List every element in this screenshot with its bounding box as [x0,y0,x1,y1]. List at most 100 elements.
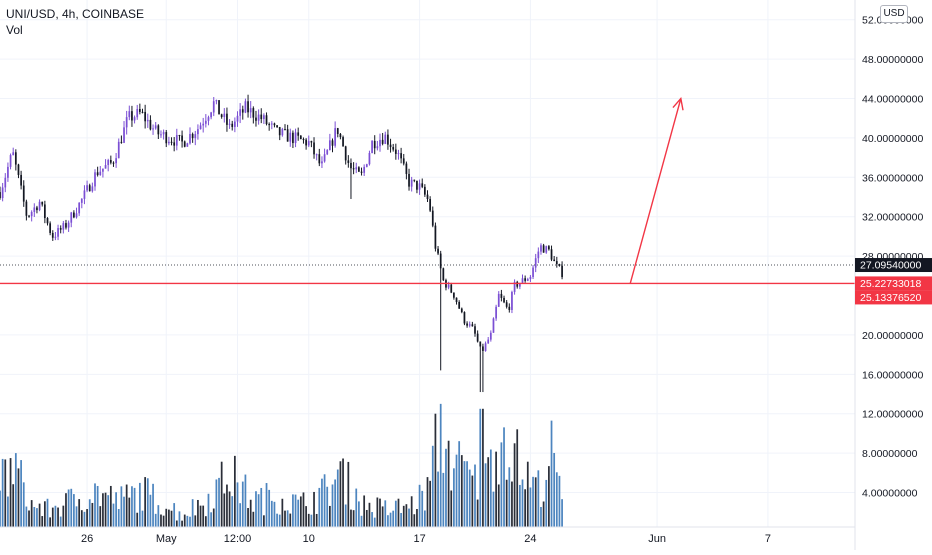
candle-body [344,146,347,161]
candle-body [434,225,437,249]
volume-bar [202,505,205,527]
candle-body [178,135,181,137]
candle-body [80,198,83,203]
candle-body [263,115,265,120]
candle-body [38,201,41,211]
candle-body [173,142,176,146]
candle-body [228,123,231,125]
time-tick-label: 7 [765,533,771,545]
candle-body [22,185,25,202]
volume-bar [299,496,302,527]
candle-body [460,308,463,313]
candle-body [526,279,529,281]
candle-body [0,192,1,199]
candle-body [307,141,310,146]
candle-body [550,249,553,260]
candle-body [204,120,207,124]
candle-body [191,133,194,139]
candle-body [241,109,244,113]
volume-bar [537,470,540,527]
volume-bar [328,505,331,527]
candle-body [511,291,513,310]
candle-body [239,109,242,116]
volume-bar [218,477,220,527]
currency-button[interactable]: USD [880,5,908,23]
volume-bar [70,488,73,527]
price-tag-label: 25.13376520 [860,292,921,304]
candle-body [518,282,521,287]
candle-body [463,312,466,324]
price-axis[interactable]: 52.0000000048.0000000044.0000000040.0000… [862,15,923,500]
volume-bar [141,510,144,527]
volume-bar [273,501,276,527]
volume-bar [199,505,202,527]
candle-body [402,158,405,164]
drawings[interactable] [0,96,855,285]
volume-bar [181,520,183,527]
candle-body [62,223,65,230]
candle-body [555,261,558,265]
volume-bar [521,479,524,527]
candle-body [373,140,376,149]
symbol-title[interactable]: UNI/USD, 4h, COINBASE [6,7,145,21]
volume-bar [368,502,371,527]
candle-body [537,251,540,259]
volume-bar [305,506,307,527]
candle-body [524,278,527,281]
candle-body [194,134,197,139]
volume-bar [331,484,334,527]
candle-body [548,246,550,250]
volume-bar [513,443,516,527]
volume-bar [186,515,189,527]
candle-body [170,141,173,143]
price-tags: 27.09540000 25.22733018 25.13376520 [855,258,932,305]
candle-body [310,141,313,143]
volume-bar [49,517,52,527]
volume-bar [136,512,139,527]
candle-body [212,101,215,113]
volume-bar [194,515,197,527]
volume-bar [175,520,178,527]
candle-body [479,341,482,347]
candle-body [273,123,276,126]
candle-body [270,123,273,125]
candle-body [67,222,70,228]
volume-bar [9,458,12,527]
time-axis[interactable]: 26 May 12:00 10 17 24 Jun 7 [81,533,771,545]
candle-body [379,139,381,147]
candle-body [189,133,191,144]
candle-body [381,139,384,144]
volume-bar [178,511,181,527]
volume-indicator-label[interactable]: Vol [6,23,23,37]
candle-body [410,179,413,187]
volume-bar [458,441,461,527]
price-tag-label: 25.22733018 [860,278,921,290]
candle-body [181,135,183,142]
candle-body [439,253,442,269]
candle-body [305,139,307,146]
candle-body [83,190,86,199]
volume-bar [505,479,508,527]
volume-bar [115,492,117,527]
volume-bar [88,499,91,527]
volume-bar [397,498,400,527]
candle-body [268,124,271,126]
volume-bar [43,501,46,527]
volume-bars [0,403,563,527]
volume-bar [408,508,410,527]
volume-bar [131,486,133,527]
volume-bar [233,455,236,527]
volume-bar [326,486,329,527]
candle-body [423,186,426,195]
volume-bar [489,449,492,527]
candle-body [476,333,479,342]
volume-bar [286,510,289,527]
candle-body [292,132,294,144]
candle-body [78,202,81,214]
candle-body [17,164,20,175]
volume-bar [321,478,323,527]
volume-bar [426,477,429,527]
candle-body [215,100,218,102]
